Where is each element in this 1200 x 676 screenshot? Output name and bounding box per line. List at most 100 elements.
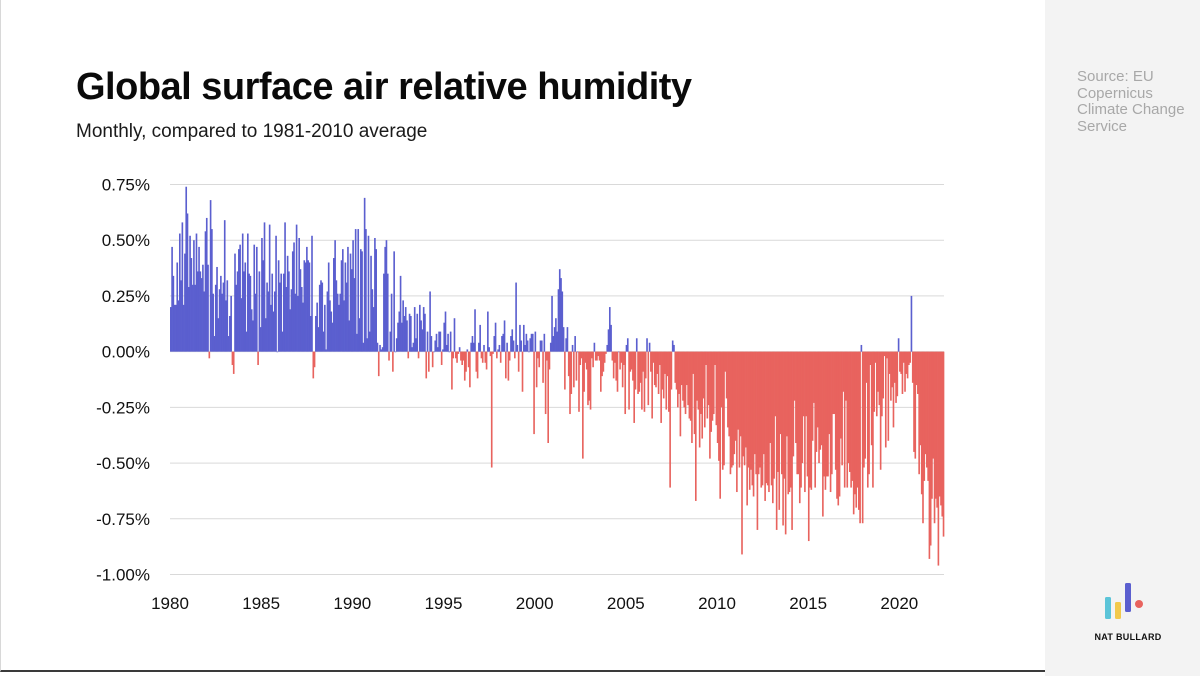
bar xyxy=(909,351,911,363)
bar xyxy=(353,278,356,352)
bar xyxy=(526,340,529,352)
bar xyxy=(222,282,225,352)
bar xyxy=(589,351,592,410)
bar xyxy=(383,273,385,352)
bar xyxy=(822,351,824,517)
bar xyxy=(557,289,560,352)
bar xyxy=(535,351,538,388)
bar xyxy=(467,351,470,368)
bar xyxy=(887,351,890,441)
brand-name: NAT BULLARD xyxy=(1094,632,1162,642)
bar xyxy=(200,278,203,352)
bar xyxy=(190,258,193,352)
bar xyxy=(256,246,258,352)
bar xyxy=(625,344,628,352)
bar xyxy=(868,351,870,475)
bar xyxy=(279,282,281,352)
bar xyxy=(367,235,370,352)
bar xyxy=(453,318,456,352)
bar xyxy=(218,289,221,352)
bar xyxy=(756,351,759,530)
bar xyxy=(605,351,607,354)
bar xyxy=(497,349,499,352)
bar xyxy=(412,342,415,352)
x-tick-label: 2015 xyxy=(789,594,827,613)
bar xyxy=(814,351,816,488)
bar xyxy=(505,351,507,379)
bar xyxy=(522,324,525,352)
bar xyxy=(570,351,573,394)
bar xyxy=(433,351,435,353)
bar xyxy=(478,342,480,352)
bar xyxy=(940,351,942,506)
bar xyxy=(798,351,801,504)
bar xyxy=(941,351,944,517)
bar xyxy=(342,249,344,352)
y-tick-label: -0.75% xyxy=(96,510,150,529)
bar xyxy=(734,351,737,441)
bar xyxy=(551,295,553,352)
x-axis-labels: 1980 1985 1990 1995 2000 2005 2010 2015 2020 xyxy=(151,594,918,613)
bar xyxy=(661,351,664,390)
bar xyxy=(727,351,729,428)
bar xyxy=(403,315,406,352)
bar xyxy=(349,253,352,352)
bar xyxy=(270,304,272,352)
bar xyxy=(244,262,247,352)
bar xyxy=(652,351,655,363)
bar xyxy=(841,351,843,466)
bar xyxy=(942,351,945,537)
bar xyxy=(294,293,297,352)
bar xyxy=(502,333,505,352)
bar xyxy=(498,344,501,352)
bar xyxy=(214,284,217,352)
bar xyxy=(182,304,185,352)
bar xyxy=(489,351,492,357)
bar xyxy=(392,351,394,372)
bar xyxy=(874,351,877,363)
bar xyxy=(388,351,390,361)
bar xyxy=(503,320,506,352)
bar xyxy=(655,351,657,388)
bar xyxy=(338,304,340,352)
y-tick-label: 0.00% xyxy=(102,343,150,362)
bar xyxy=(607,329,610,352)
bar xyxy=(602,351,605,372)
bar xyxy=(634,351,637,390)
bar xyxy=(701,351,704,439)
bar xyxy=(435,333,438,352)
bar xyxy=(883,351,886,357)
bar xyxy=(815,351,818,452)
bar xyxy=(479,324,481,352)
bar xyxy=(385,240,388,352)
bar xyxy=(225,300,227,352)
bar xyxy=(585,351,588,370)
bar xyxy=(170,307,172,352)
bar xyxy=(421,329,424,352)
bar xyxy=(914,351,917,459)
bar xyxy=(917,351,919,394)
bar xyxy=(333,258,335,352)
bar xyxy=(443,322,446,352)
bar xyxy=(861,351,864,524)
bar xyxy=(397,322,399,352)
bar xyxy=(542,351,544,383)
bar xyxy=(878,351,881,406)
bar xyxy=(444,311,447,352)
bar xyxy=(616,351,619,392)
bar xyxy=(524,344,526,352)
bar xyxy=(372,307,375,352)
bar xyxy=(404,307,407,352)
bar xyxy=(706,351,709,419)
bar xyxy=(442,349,444,352)
bar xyxy=(462,351,465,361)
bar xyxy=(678,351,680,394)
bar xyxy=(659,351,661,366)
bar xyxy=(184,253,186,352)
bar xyxy=(340,260,343,352)
bar xyxy=(624,351,627,415)
bar xyxy=(481,351,484,363)
bar xyxy=(343,300,345,352)
bar xyxy=(915,351,918,386)
bar xyxy=(429,291,431,352)
